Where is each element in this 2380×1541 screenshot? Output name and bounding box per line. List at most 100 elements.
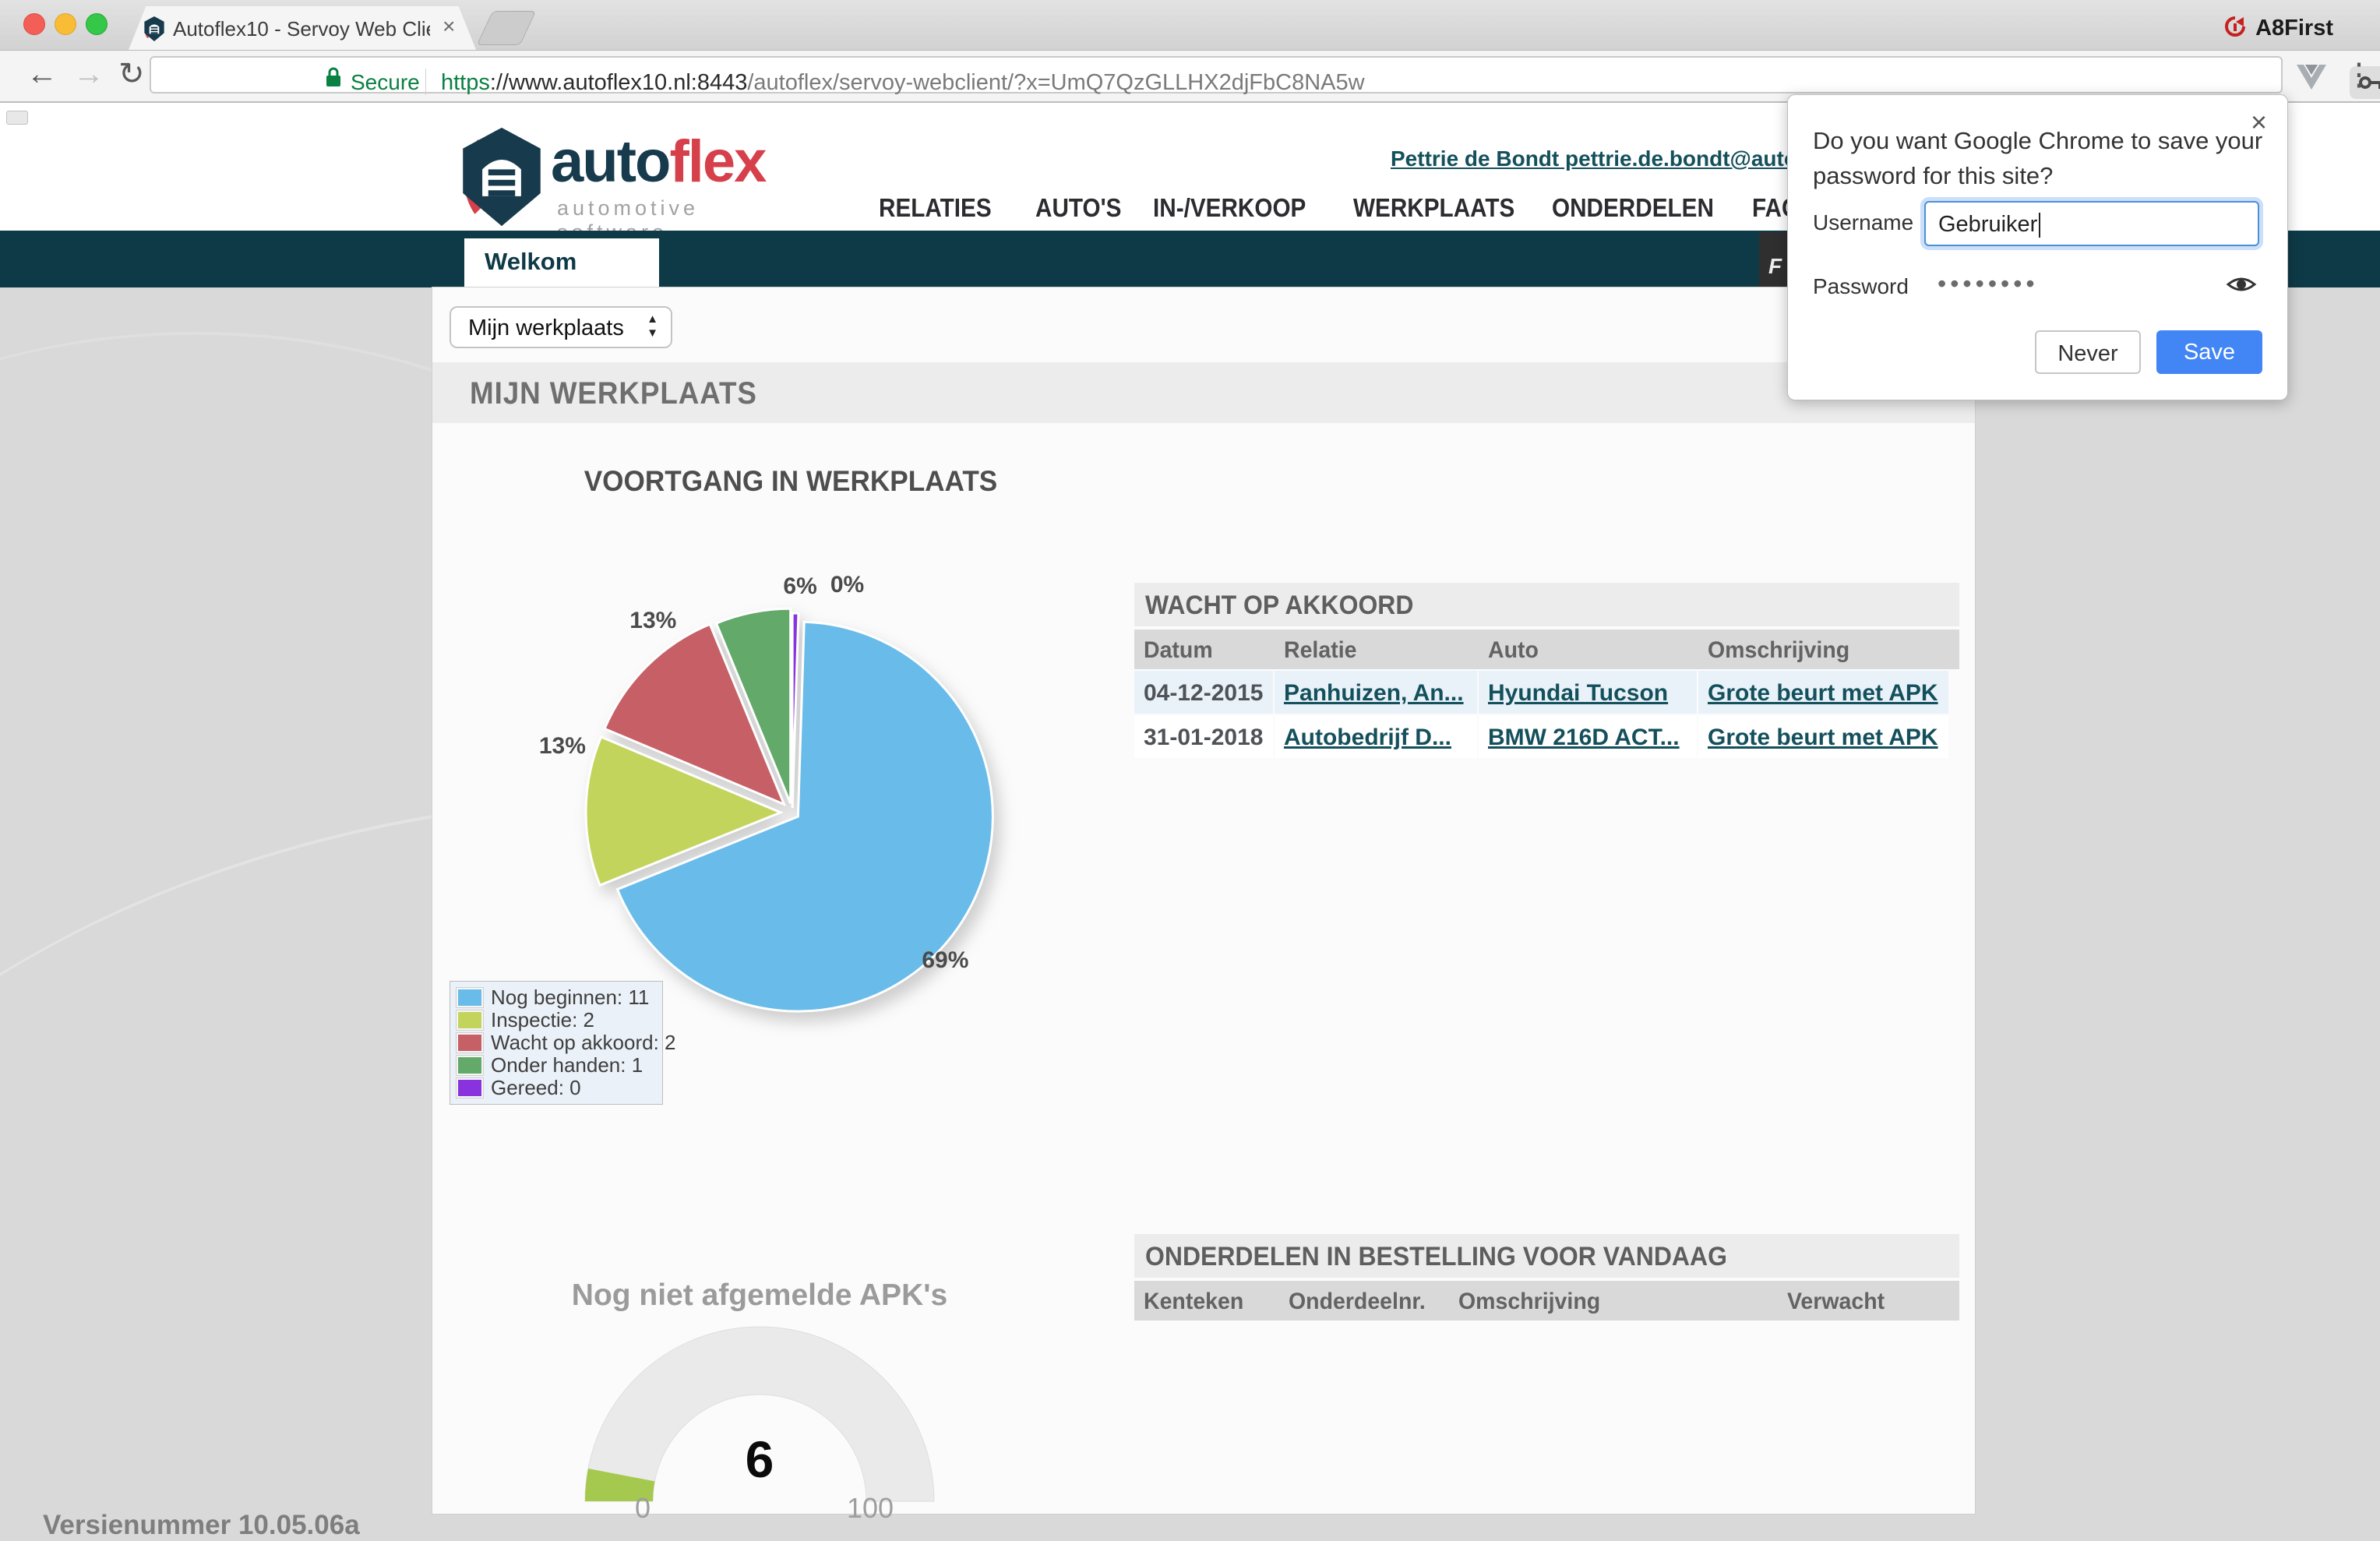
legend-swatch [456,1010,484,1031]
column-header: Verwacht [1787,1289,1885,1314]
back-button[interactable]: ← [26,57,58,91]
pie-pct-label: 6% [783,573,817,600]
table-row: 04-12-2015 Panhuizen, An... Hyundai Tucson… [1134,671,1959,714]
address-bar[interactable]: Secure https://www.autoflex10.nl:8443/au… [150,56,2380,99]
reveal-password-eye-icon[interactable] [2226,273,2257,296]
logo-wordmark: autoflex [551,129,767,195]
tab-title: Autoflex10 - Servoy Web Client [173,17,430,41]
window-close-button[interactable] [23,13,45,35]
tab-welkom[interactable]: Welkom [464,238,659,287]
page-viewport: autoflex automotive software RELATIES AUT… [0,103,2380,1541]
cell-link[interactable]: BMW 216D ACT... [1479,715,1697,758]
extension-label: A8First [2255,15,2333,41]
legend-entry: Gereed: 0 [456,1076,656,1099]
password-manager-button[interactable] [2350,66,2380,99]
cell-link[interactable]: Panhuizen, An... [1275,671,1477,714]
workspace-select[interactable]: Mijn werkplaats ▲ ▼ [450,306,672,348]
text-caret [2039,213,2041,238]
pie-slice-nog-beginnen [615,620,994,1013]
legend-swatch [456,1077,484,1098]
sync-error-icon [2225,16,2246,37]
save-password-dialog: × Do you want Google Chrome to save your… [1787,94,2288,400]
pie-pct-label: 0% [830,572,865,598]
browser-toolbar: ← → ↻ Secure https://www.autoflex10.nl:8… [0,51,2380,103]
forward-button[interactable]: → [73,57,104,91]
username-label: Username [1813,210,1914,235]
table-title: WACHT OP AKKOORD [1145,591,1414,620]
cell-link[interactable]: Grote beurt met APK [1698,671,1948,714]
browser-menu-icon[interactable]: ⋮ [2343,58,2375,92]
cell-link[interactable]: Grote beurt met APK [1698,715,1948,758]
ui-artifact-chip [6,111,28,125]
url-path: /autoflex/servoy-webclient/?x=UmQ7QzGLLH… [747,70,1365,95]
section-title: MIJN WERKPLAATS [470,376,757,411]
legend-swatch [456,1055,484,1076]
legend-label: Inspectie: 2 [491,1008,594,1031]
gauge-value: 6 [745,1430,774,1488]
gauge-title: Nog niet afgemelde APK's [571,1278,948,1312]
legend-entry: Wacht op akkoord: 2 [456,1031,676,1054]
legend-swatch [456,1032,484,1053]
table-title: ONDERDELEN IN BESTELLING VOOR VANDAAG [1145,1242,1727,1271]
pie-slice-gereed [791,612,800,809]
legend-label: Onder handen: 1 [491,1053,643,1077]
secure-label: Secure [351,70,420,94]
user-account-link[interactable]: Pettrie de Bondt pettrie.de.bondt@autofl [1391,146,1811,171]
autoflex-logo-icon [463,127,541,227]
content-panel: Mijn werkplaats ▲ ▼ MIJN WERKPLAATS VOORT… [432,287,1975,1524]
tab-welkom-label: Welkom [485,248,577,275]
window-minimize-button[interactable] [55,13,76,35]
column-header: Relatie [1284,637,1357,663]
cell-link[interactable]: Autobedrijf D... [1275,715,1477,758]
menubar-extension[interactable]: A8First [2223,14,2333,42]
tab-close-icon[interactable]: × [443,14,456,38]
gauge-value-segment [585,1469,655,1501]
url-separator [425,69,426,95]
cell-date: 31-01-2018 [1134,715,1273,758]
window-zoom-button[interactable] [86,13,108,35]
workspace-select-value: Mijn werkplaats [468,316,624,340]
cell-date: 04-12-2015 [1134,671,1273,714]
legend-entry: Inspectie: 2 [456,1008,656,1031]
username-input[interactable]: Gebruiker [1924,201,2259,246]
legend-entry: Nog beginnen: 11 [456,986,656,1009]
reload-button[interactable]: ↻ [118,57,145,91]
pie-pct-label: 13% [629,608,677,634]
dialog-title: Do you want Google Chrome to save your p… [1813,127,2263,189]
nav-item-in-verkoop[interactable]: IN-/VERKOOP [1153,193,1306,222]
column-header: Kenteken [1144,1289,1244,1314]
dialog-close-icon[interactable]: × [2251,106,2268,138]
gauge-track [584,1326,935,1502]
save-button[interactable]: Save [2156,330,2262,374]
column-header: Onderdeelnr. [1289,1289,1426,1314]
column-header: Datum [1144,637,1213,663]
key-icon [2359,76,2380,89]
url-text[interactable]: https://www.autoflex10.nl:8443/autoflex/… [441,70,1365,96]
app-logo: autoflex automotive software [456,125,783,244]
column-header: Omschrijving [1458,1289,1601,1314]
username-value: Gebruiker [1938,212,2041,238]
pie-chart-title: VOORTGANG IN WERKPLAATS [584,465,998,497]
nav-item-relaties[interactable]: RELATIES [879,193,992,222]
nav-item-onderdelen[interactable]: ONDERDELEN [1552,193,1714,222]
pie-pct-label: 69% [922,947,969,973]
cell-link[interactable]: Hyundai Tucson [1479,671,1697,714]
legend-label: Nog beginnen: 11 [491,986,650,1009]
legend-entry: Onder handen: 1 [456,1053,656,1077]
url-host: ://www.autoflex10.nl:8443 [489,70,748,95]
nav-item-werkplaats[interactable]: WERKPLAATS [1353,193,1515,222]
vue-devtools-icon[interactable] [2295,63,2328,91]
never-button[interactable]: Never [2035,330,2141,374]
browser-tab[interactable] [129,6,476,50]
new-tab-button[interactable] [476,11,537,45]
select-arrows-icon: ▲ ▼ [647,312,658,340]
pie-legend: Nog beginnen: 11 Inspectie: 2 Wacht op akk… [450,981,676,1105]
nav-item-auto-s[interactable]: AUTO'S [1035,193,1122,222]
secure-lock-icon [326,67,340,86]
gauge-max-label: 100 [846,1492,894,1524]
menu-item-clipped[interactable]: F [1768,254,1782,278]
table-row: 31-01-2018 Autobedrijf D... BMW 216D ACT..… [1134,715,1959,758]
legend-swatch [456,987,484,1008]
pie-slice-inspectie [584,735,784,887]
